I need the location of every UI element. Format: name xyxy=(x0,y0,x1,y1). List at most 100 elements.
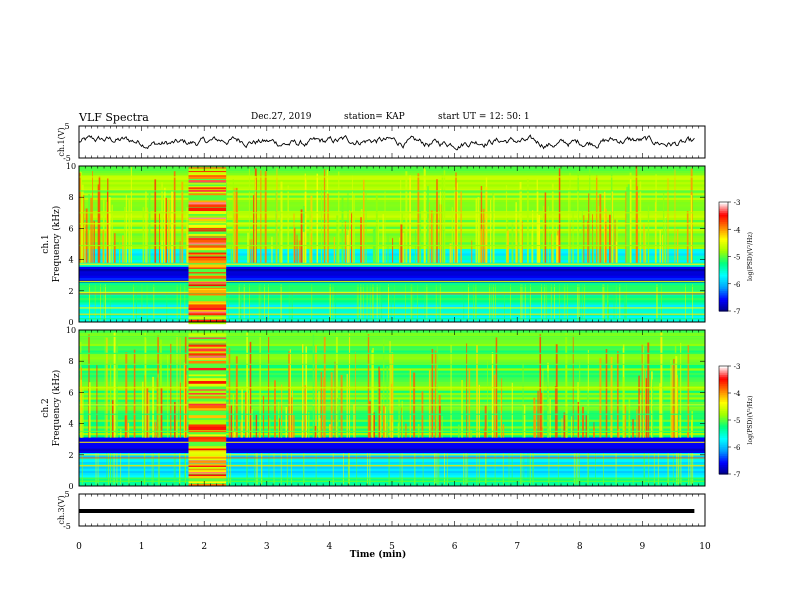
colorbar-cell xyxy=(719,369,728,372)
spectrogram-row xyxy=(79,277,705,281)
colorbar-cell xyxy=(719,429,728,432)
burst-band xyxy=(188,176,227,179)
x-axis-label: Time (min) xyxy=(350,549,407,560)
colorbar-cell xyxy=(719,203,728,207)
burst-band xyxy=(188,260,227,264)
colorbar-tick-label: -6 xyxy=(734,281,741,289)
ch1-waveform-line xyxy=(78,134,695,151)
burst-band xyxy=(188,357,227,361)
spectrogram-row xyxy=(79,235,705,238)
colorbar-cell xyxy=(719,396,728,399)
spectrogram-row xyxy=(79,336,705,340)
burst-band xyxy=(188,319,227,323)
spectrogram-row xyxy=(79,192,705,196)
x-tick-label: 8 xyxy=(577,542,583,552)
burst-band xyxy=(188,316,227,319)
spectrogram-row xyxy=(79,270,705,274)
colorbar-cell xyxy=(719,403,728,407)
spectrogram-row xyxy=(79,275,705,278)
spectrogram-row xyxy=(79,272,705,276)
spectrogram-row xyxy=(79,170,705,174)
colorbar-cell xyxy=(719,300,728,303)
colorbar-cell xyxy=(719,243,728,247)
burst-band xyxy=(188,425,227,428)
ch1-waveform-panel: 5 -5ch.1(V) xyxy=(57,122,706,163)
colorbar-cell xyxy=(719,389,728,392)
spectrogram-row xyxy=(79,197,705,200)
colorbar-cell xyxy=(719,465,728,468)
chart-title: VLF Spectra xyxy=(79,111,149,124)
colorbar-cell xyxy=(719,382,728,385)
colorbar-cell xyxy=(719,427,728,430)
spectrogram-row xyxy=(79,246,705,249)
burst-band xyxy=(188,313,227,316)
spectrogram-row xyxy=(79,266,705,270)
spectrogram-row xyxy=(79,299,705,303)
spectrogram-row xyxy=(79,190,705,194)
colorbar-cell xyxy=(719,303,728,307)
colorbar-cell xyxy=(719,249,728,252)
burst-band xyxy=(188,419,227,422)
burst-band xyxy=(188,211,227,215)
spectrogram-row xyxy=(79,212,705,216)
colorbar-cell xyxy=(719,376,728,380)
colorbar-tick-label: -6 xyxy=(734,444,741,452)
spectrogram-row xyxy=(79,281,705,285)
spectrogram-row xyxy=(79,297,705,301)
spectrogram-ylabel: Frequency (kHz) xyxy=(51,370,62,447)
spectrogram-row xyxy=(79,239,705,243)
spectrogram-row xyxy=(79,448,705,451)
colorbar-cell xyxy=(719,407,728,410)
colorbar-cell xyxy=(719,441,728,444)
y-tick-label: 5 xyxy=(64,490,69,499)
burst-band xyxy=(188,264,227,268)
colorbar-cell xyxy=(719,445,728,448)
start-time-label: start UT = 12: 50: 1 xyxy=(438,112,530,122)
colorbar-cell xyxy=(719,373,728,376)
colorbar-cell xyxy=(719,251,728,254)
spectrogram-row xyxy=(79,172,705,176)
colorbar-cell xyxy=(719,272,728,276)
colorbar-cell xyxy=(719,214,728,218)
colorbar-cell xyxy=(719,409,728,412)
burst-band xyxy=(188,407,227,411)
burst-band xyxy=(188,476,227,479)
x-tick-label: 6 xyxy=(452,542,458,552)
burst-band xyxy=(188,189,227,192)
colorbar-cell xyxy=(719,305,728,308)
spectrogram-row xyxy=(79,199,705,203)
spectrogram-row xyxy=(79,284,705,287)
colorbar-cell xyxy=(719,466,728,470)
colorbar-cell xyxy=(719,298,728,301)
colorbar-cell xyxy=(719,438,728,441)
burst-band xyxy=(188,374,227,377)
burst-band xyxy=(188,427,227,431)
burst-band xyxy=(188,481,227,484)
colorbar-cell xyxy=(719,380,728,383)
spectrogram-row xyxy=(79,203,705,207)
burst-band xyxy=(188,226,227,229)
burst-band xyxy=(188,256,227,258)
colorbar-cell xyxy=(719,387,728,390)
spectrogram-row xyxy=(79,228,705,232)
y-tick-label: 0 xyxy=(68,318,73,327)
colorbar-cell xyxy=(719,260,728,263)
burst-band xyxy=(188,289,227,294)
burst-band xyxy=(188,321,227,325)
spectrogram-row xyxy=(79,479,705,483)
burst-band xyxy=(188,415,227,419)
spectrogram-row xyxy=(79,293,705,296)
burst-band xyxy=(188,228,227,230)
spectrogram-row xyxy=(79,345,705,349)
spectrogram-row xyxy=(79,443,705,447)
spectrogram-row xyxy=(79,436,705,440)
burst-band xyxy=(188,467,227,469)
burst-band xyxy=(188,424,227,427)
colorbar-cell xyxy=(719,301,728,305)
spectrogram-row xyxy=(79,208,705,212)
burst-band xyxy=(188,215,227,218)
spectrogram-row xyxy=(79,295,705,298)
y-tick-label: 8 xyxy=(68,193,73,202)
spectrogram-ylabel-channel: ch.1 xyxy=(41,234,51,253)
burst-band xyxy=(188,390,227,394)
